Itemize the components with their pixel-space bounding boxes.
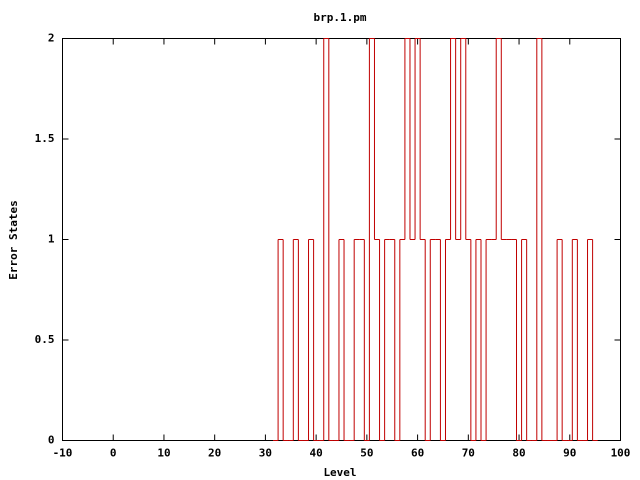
chart-title: brp.1.pm xyxy=(314,11,367,24)
x-tick-label: 90 xyxy=(563,447,576,460)
x-tick-label: 80 xyxy=(512,447,525,460)
y-tick-label: 1 xyxy=(48,233,55,246)
x-tick-label: 0 xyxy=(110,447,117,460)
x-tick-label: 40 xyxy=(310,447,323,460)
x-tick-label: 20 xyxy=(208,447,221,460)
x-tick-label: 70 xyxy=(462,447,475,460)
x-axis-label: Level xyxy=(323,466,356,479)
y-tick-label: 2 xyxy=(48,32,55,45)
x-tick-label: 50 xyxy=(360,447,373,460)
x-tick-label: 100 xyxy=(611,447,631,460)
x-tick-label: 10 xyxy=(157,447,170,460)
x-tick-label: 30 xyxy=(259,447,272,460)
y-tick-label: 0 xyxy=(48,434,55,447)
x-tick-label: 60 xyxy=(411,447,424,460)
y-axis-label: Error States xyxy=(7,200,20,279)
y-tick-label: 0.5 xyxy=(35,333,55,346)
y-tick-label: 1.5 xyxy=(35,132,55,145)
x-tick-label: -10 xyxy=(53,447,73,460)
